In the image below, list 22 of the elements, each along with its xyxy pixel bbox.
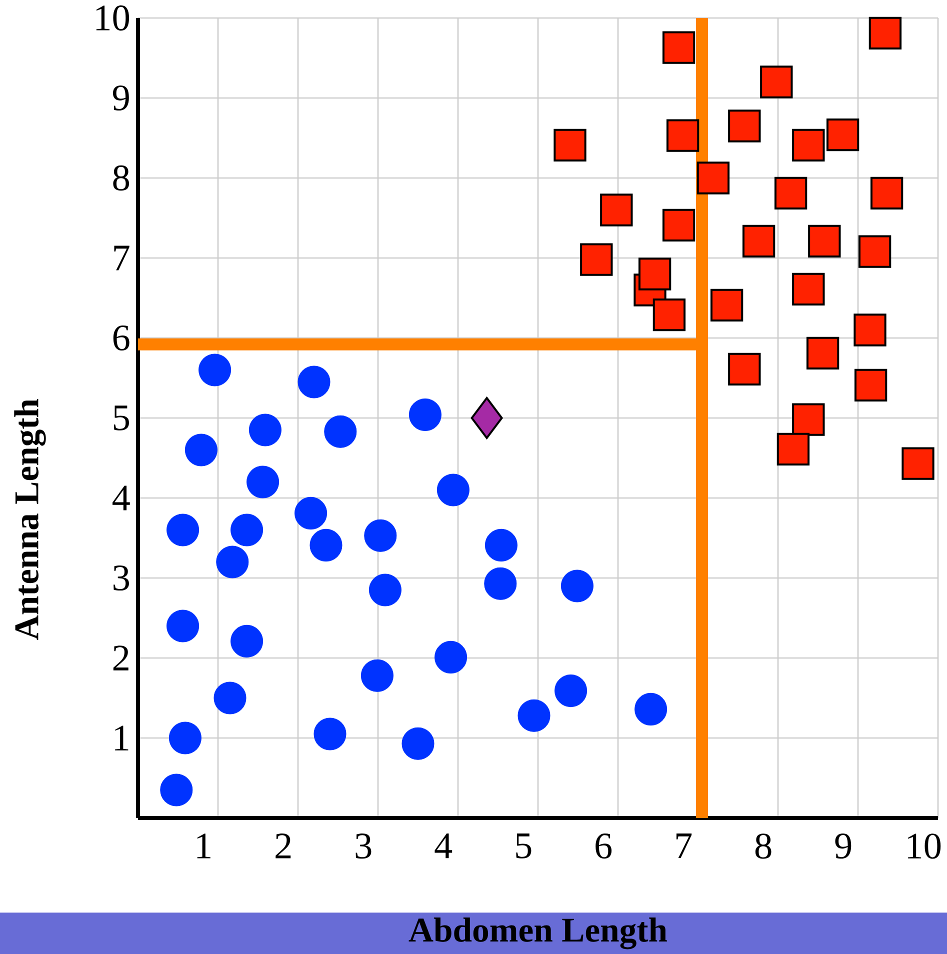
y-tick-label: 3 — [114, 565, 129, 591]
y-tick-label: 5 — [114, 406, 129, 430]
x-tick-label: 6 — [596, 834, 612, 859]
y-tick-label: 10 — [96, 5, 130, 31]
x-axis-title: Abdomen Length — [408, 917, 668, 950]
x-tick-label: 3 — [356, 834, 372, 859]
y-tick-label: 8 — [113, 165, 130, 191]
y-tick-label: 6 — [113, 325, 130, 351]
x-tick-label: 7 — [676, 834, 692, 858]
x-tick-label: 10 — [908, 834, 941, 859]
x-tick-label: 9 — [835, 834, 852, 859]
y-tick-label: 1 — [115, 726, 128, 750]
y-tick-label: 9 — [112, 85, 129, 111]
x-tick-label: 4 — [434, 834, 452, 858]
x-tick-label: 1 — [197, 834, 210, 858]
y-tick-label: 2 — [113, 646, 128, 670]
y-tick-label: 4 — [112, 486, 130, 510]
x-tick-label: 8 — [755, 834, 772, 859]
x-tick-label: 5 — [516, 834, 532, 858]
x-tick-label: 2 — [276, 834, 291, 858]
y-axis-title: Antenna Length — [14, 398, 46, 640]
y-tick-label: 7 — [114, 246, 130, 270]
